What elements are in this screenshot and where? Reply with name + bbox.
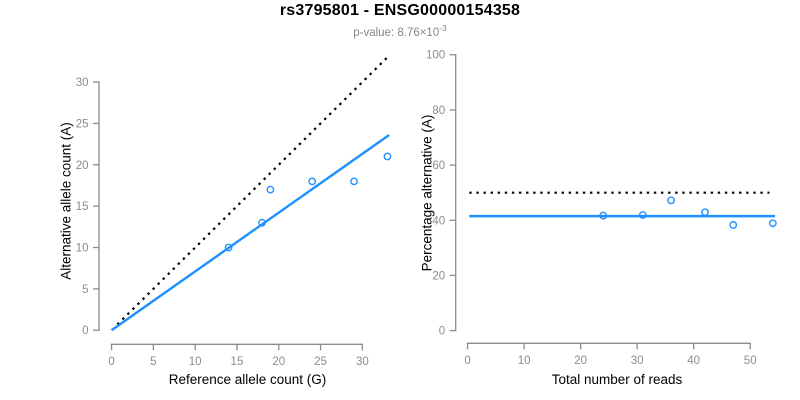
y-tick-label: 0 <box>82 325 88 337</box>
data-point <box>258 218 266 227</box>
x-tick-label: 15 <box>231 356 244 368</box>
plot-subtitle: p-value: 8.76×10-3 <box>0 23 800 39</box>
x-tick-label: 0 <box>464 355 470 367</box>
data-point <box>350 177 358 186</box>
left-yaxis-title: Alternative allele count (A) <box>58 122 74 280</box>
x-tick-label: 0 <box>108 356 114 368</box>
y-tick-label: 40 <box>432 215 445 227</box>
right-yaxis-title: Percentage alternative (A) <box>419 114 435 272</box>
y-tick-label: 30 <box>76 77 89 89</box>
pvalue-exponent: -3 <box>439 23 447 33</box>
y-tick-label: 60 <box>432 160 445 172</box>
data-point <box>308 177 317 186</box>
x-tick-label: 10 <box>518 355 531 367</box>
data-point <box>701 208 709 217</box>
data-point <box>638 211 647 219</box>
y-tick-label: 15 <box>76 201 89 213</box>
data-point <box>768 219 777 228</box>
plot-title: rs3795801 - ENSG00000154358 <box>279 2 521 19</box>
left-xaxis-title: Reference allele count (G) <box>168 372 327 387</box>
data-point <box>266 185 275 194</box>
y-tick-label: 100 <box>426 50 445 62</box>
data-point <box>224 243 233 252</box>
y-tick-label: 20 <box>432 270 445 282</box>
y-tick-label: 25 <box>76 118 89 130</box>
x-tick-label: 20 <box>574 355 587 367</box>
pvalue-text: p-value: 8.76×10 <box>353 26 440 39</box>
right-scatter-plot: 0 10 20 30 40 50 0 20 40 60 80 100 <box>426 50 777 367</box>
x-tick-label: 30 <box>356 356 369 368</box>
data-point <box>599 211 608 220</box>
y-tick-label: 0 <box>439 326 445 338</box>
data-point <box>667 196 675 205</box>
y-tick-label: 10 <box>76 243 89 255</box>
y-tick-label: 80 <box>432 105 445 117</box>
x-tick-label: 25 <box>314 356 327 368</box>
y-tick-label: 20 <box>76 160 89 172</box>
right-xaxis-title: Total number of reads <box>551 372 683 387</box>
data-point <box>729 221 738 229</box>
x-tick-label: 10 <box>189 356 202 368</box>
x-tick-label: 50 <box>744 355 757 367</box>
fit-line <box>110 134 390 332</box>
left-scatter-plot: 0 5 10 15 20 25 30 0 5 10 15 20 25 30 <box>76 57 392 368</box>
x-tick-label: 5 <box>150 356 156 368</box>
y-tick-label: 5 <box>82 284 88 296</box>
identity-line <box>116 57 388 326</box>
x-tick-label: 20 <box>272 356 285 368</box>
data-point <box>383 152 392 161</box>
x-tick-label: 30 <box>631 355 644 367</box>
x-tick-label: 40 <box>687 355 700 367</box>
